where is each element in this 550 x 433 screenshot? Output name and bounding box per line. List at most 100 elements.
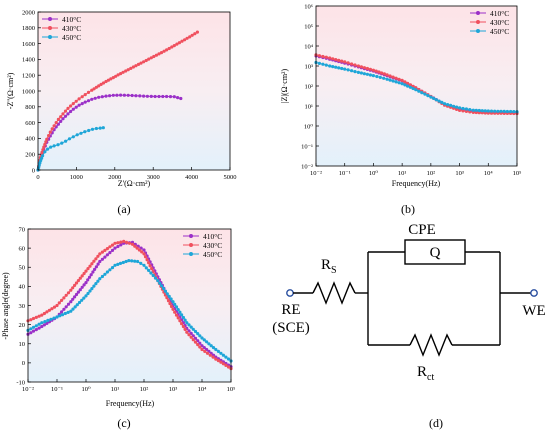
data-point <box>189 335 193 339</box>
x-tick-label: 4000 <box>185 174 198 181</box>
y-tick-label: 2000 <box>22 9 35 16</box>
data-point <box>153 94 157 99</box>
data-point <box>77 300 82 305</box>
legend-label: 410°C <box>490 9 509 18</box>
data-point <box>119 243 123 247</box>
data-point <box>368 67 372 71</box>
data-point <box>109 77 113 81</box>
data-point <box>88 289 92 293</box>
x-tick-label: 10⁵ <box>227 386 236 393</box>
data-point <box>55 303 59 308</box>
data-point <box>130 93 134 98</box>
data-point <box>105 247 109 251</box>
data-point <box>183 327 187 331</box>
data-point <box>176 96 180 100</box>
data-point <box>42 145 46 149</box>
y-tick-label: 10⁵ <box>304 23 313 30</box>
data-point <box>440 100 444 104</box>
legend-label: 430°C <box>490 18 509 27</box>
data-point <box>100 95 104 99</box>
x-axis-label: Frequency(Hz) <box>106 399 155 408</box>
data-point <box>142 94 146 98</box>
data-marks <box>26 239 233 371</box>
data-point <box>147 261 151 265</box>
data-point <box>483 109 487 113</box>
data-point <box>505 109 509 114</box>
data-point <box>56 117 61 121</box>
data-point <box>224 363 228 367</box>
data-point <box>174 305 179 309</box>
data-point <box>165 296 169 300</box>
data-point <box>187 333 191 337</box>
data-point <box>486 109 490 113</box>
data-point <box>350 69 354 73</box>
data-point <box>92 284 96 288</box>
data-point <box>142 252 146 256</box>
data-point <box>512 110 516 114</box>
data-point <box>156 279 160 283</box>
data-point <box>417 89 421 93</box>
data-point <box>464 107 468 111</box>
data-point <box>169 304 174 309</box>
data-point <box>60 298 64 302</box>
data-point <box>74 292 79 297</box>
data-point <box>49 145 53 149</box>
data-point <box>84 281 88 285</box>
legend-marker <box>476 20 480 24</box>
x-tick-label: 10² <box>140 386 149 393</box>
data-point <box>193 32 197 36</box>
data-point <box>83 93 87 97</box>
data-point <box>371 68 375 72</box>
y-tick-label: 10⁰ <box>304 123 314 130</box>
data-point <box>118 261 123 265</box>
data-point <box>145 94 149 98</box>
y-tick-label: 1400 <box>22 57 35 64</box>
data-point <box>66 106 70 110</box>
data-point <box>150 267 154 271</box>
data-point <box>406 81 410 85</box>
y-axis-label: -Phase angle(degree) <box>1 272 10 340</box>
data-point <box>56 143 60 147</box>
data-point <box>43 150 47 154</box>
x-axis-label: Z'(Ω·cm²) <box>118 179 151 188</box>
data-point <box>160 284 164 288</box>
data-point <box>149 271 153 275</box>
data-point <box>397 81 401 85</box>
y-tick-label: 1600 <box>22 41 35 48</box>
legend-label: 430°C <box>203 241 222 250</box>
data-point <box>385 73 389 77</box>
data-point <box>125 240 129 244</box>
data-marks <box>36 30 199 172</box>
data-point <box>179 96 183 101</box>
data-point <box>496 109 500 113</box>
data-point <box>189 325 193 329</box>
data-point <box>461 109 465 113</box>
data-point <box>40 321 44 325</box>
data-point <box>165 48 169 52</box>
data-point <box>90 287 94 291</box>
legend-marker <box>48 35 52 39</box>
data-point <box>216 359 220 363</box>
data-point <box>71 307 75 311</box>
legend-marker <box>476 29 480 33</box>
rs-label: RS <box>321 257 337 276</box>
data-point <box>40 156 44 160</box>
data-point <box>175 42 179 46</box>
data-point <box>54 121 58 125</box>
data-point <box>121 260 125 265</box>
y-tick-label: 1200 <box>22 73 35 80</box>
data-point <box>489 109 494 113</box>
data-point <box>105 270 109 274</box>
data-point <box>80 285 84 289</box>
data-point <box>173 310 177 314</box>
data-point <box>104 94 108 98</box>
data-point <box>90 88 94 92</box>
data-point <box>406 84 410 88</box>
data-point <box>443 102 447 106</box>
x-tick-label: 10⁻¹ <box>51 386 63 393</box>
bode-modulus-plot: 10⁻² 10⁻¹ 10⁰ 10¹ 10² 10³ 10⁴ 10⁵ 10⁻² 10⁻¹ 10⁰ 10¹… <box>280 3 521 216</box>
data-point <box>411 84 415 88</box>
data-point <box>34 315 38 319</box>
data-point <box>40 324 44 329</box>
data-point <box>328 56 332 60</box>
